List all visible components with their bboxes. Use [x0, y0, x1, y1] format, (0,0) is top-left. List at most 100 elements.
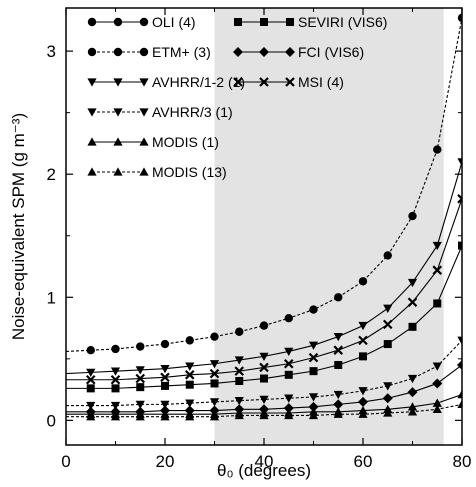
data-point [284, 314, 293, 323]
data-point [383, 251, 392, 260]
legend-marker [139, 137, 149, 146]
data-point [135, 366, 145, 375]
series-line [66, 339, 462, 407]
legend-marker [286, 18, 294, 26]
data-point [209, 368, 220, 379]
x-tick-label: 60 [354, 452, 373, 471]
series-line [66, 403, 462, 418]
legend-marker [139, 167, 149, 176]
legend-marker [139, 78, 149, 87]
data-point [259, 321, 269, 330]
legend-marker [233, 77, 243, 87]
data-point [383, 408, 393, 417]
legend: OLI (4) ETM+ (3) AVHRR/1-2 (1) AVHRR/3 (1) M… [87, 14, 387, 180]
data-point [184, 405, 195, 416]
data-point [407, 387, 418, 398]
data-point [358, 396, 368, 407]
data-point [334, 360, 343, 369]
data-point [136, 342, 145, 351]
data-point [358, 277, 368, 286]
data-point [185, 380, 194, 389]
data-point [309, 305, 318, 314]
legend-entry: SEVIRI (VIS6) [234, 14, 387, 30]
data-point [283, 358, 294, 369]
x-axis-label: θ₀ (degrees) [217, 461, 311, 480]
legend-marker [113, 17, 123, 27]
y-tick-label: 1 [47, 288, 56, 307]
data-point [308, 393, 319, 402]
data-point [284, 370, 293, 379]
data-point [234, 410, 244, 420]
legend-entry: MODIS (1) [87, 134, 219, 150]
y-tick-label: 0 [47, 411, 56, 430]
data-point [407, 297, 418, 307]
series-3 [66, 336, 462, 411]
data-point [85, 406, 96, 417]
data-point [185, 336, 194, 345]
data-point [259, 352, 269, 361]
data-point [457, 194, 462, 204]
y-tick-label: 3 [47, 42, 56, 61]
legend-marker [259, 77, 269, 87]
data-point [209, 398, 220, 407]
series-8 [66, 194, 462, 385]
data-point [234, 404, 245, 415]
data-point [383, 340, 392, 349]
legend-marker [113, 47, 123, 57]
data-point [260, 374, 268, 383]
legend-entry: AVHRR/3 (1) [87, 104, 233, 120]
data-point [432, 398, 442, 407]
legend-label: AVHRR/1-2 (1) [152, 74, 245, 90]
legend-marker [113, 108, 123, 117]
x-tick-label: 0 [61, 452, 70, 471]
data-point [209, 405, 220, 416]
series-6 [66, 241, 462, 393]
data-point [407, 374, 418, 384]
legend-entry: MSI (4) [233, 74, 344, 90]
legend-marker [87, 47, 97, 57]
data-point [458, 241, 462, 250]
legend-marker [285, 77, 295, 87]
data-point [235, 376, 244, 385]
series-layer [66, 13, 462, 421]
data-point [160, 364, 170, 374]
legend-marker [87, 78, 97, 87]
data-point [110, 406, 121, 417]
legend-marker [285, 47, 295, 57]
data-point [457, 399, 462, 409]
data-point [284, 410, 294, 420]
data-point [86, 384, 95, 393]
legend-marker [87, 108, 97, 117]
legend-entry: FCI (VIS6) [233, 44, 364, 60]
data-point [457, 158, 462, 167]
data-point [457, 359, 462, 370]
legend-label: SEVIRI (VIS6) [298, 14, 387, 30]
data-point [259, 362, 269, 373]
x-tick-label: 40 [255, 452, 274, 471]
data-point [259, 410, 269, 420]
data-point [135, 373, 146, 384]
data-point [382, 393, 393, 404]
data-point [432, 241, 442, 251]
data-point [160, 412, 170, 421]
data-point [333, 390, 343, 400]
data-point [161, 381, 169, 390]
legend-label: MODIS (1) [152, 134, 219, 150]
legend-marker [87, 167, 97, 176]
data-point [432, 362, 442, 371]
data-point [334, 293, 343, 302]
legend-label: MSI (4) [298, 74, 344, 90]
axis-ticks: 0 20 40 60 80 0 1 2 3 [47, 8, 471, 471]
data-point [382, 319, 393, 330]
x-tick-label: 20 [156, 452, 175, 471]
legend-marker [113, 137, 123, 146]
data-point [383, 304, 393, 313]
data-point [110, 367, 121, 376]
legend-marker [87, 17, 97, 27]
data-point [259, 404, 269, 415]
legend-label: FCI (VIS6) [298, 44, 364, 60]
legend-entry: ETM+ (3) [87, 44, 211, 60]
data-point [85, 374, 96, 385]
legend-label: OLI (4) [152, 14, 196, 30]
